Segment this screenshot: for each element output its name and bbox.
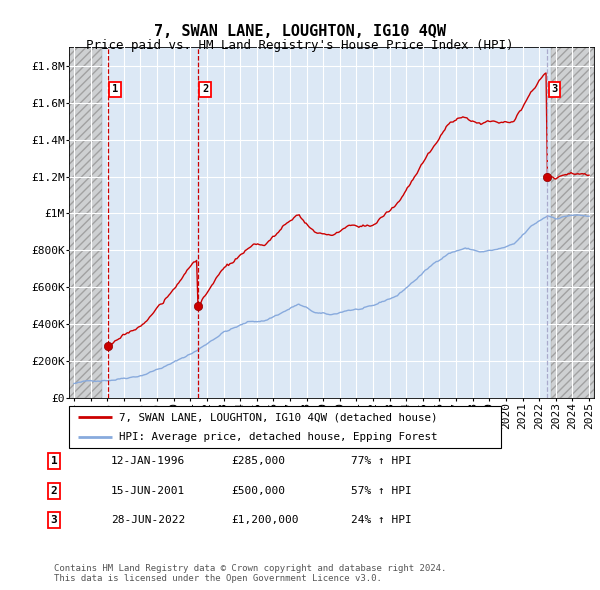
- Text: £1,200,000: £1,200,000: [231, 516, 299, 525]
- Text: 28-JUN-2022: 28-JUN-2022: [111, 516, 185, 525]
- Text: 3: 3: [50, 516, 58, 525]
- Text: 3: 3: [551, 84, 558, 94]
- Text: 77% ↑ HPI: 77% ↑ HPI: [351, 457, 412, 466]
- Text: 1: 1: [112, 84, 118, 94]
- Text: 2: 2: [202, 84, 208, 94]
- Text: Contains HM Land Registry data © Crown copyright and database right 2024.
This d: Contains HM Land Registry data © Crown c…: [54, 563, 446, 583]
- Text: 7, SWAN LANE, LOUGHTON, IG10 4QW (detached house): 7, SWAN LANE, LOUGHTON, IG10 4QW (detach…: [119, 412, 437, 422]
- Bar: [69, 47, 102, 398]
- Text: 15-JUN-2001: 15-JUN-2001: [111, 486, 185, 496]
- Text: £285,000: £285,000: [231, 457, 285, 466]
- Text: HPI: Average price, detached house, Epping Forest: HPI: Average price, detached house, Eppi…: [119, 432, 437, 442]
- Text: 1: 1: [50, 457, 58, 466]
- Text: 7, SWAN LANE, LOUGHTON, IG10 4QW: 7, SWAN LANE, LOUGHTON, IG10 4QW: [154, 24, 446, 38]
- Text: Price paid vs. HM Land Registry's House Price Index (HPI): Price paid vs. HM Land Registry's House …: [86, 39, 514, 52]
- Text: 12-JAN-1996: 12-JAN-1996: [111, 457, 185, 466]
- Text: £500,000: £500,000: [231, 486, 285, 496]
- Text: 24% ↑ HPI: 24% ↑ HPI: [351, 516, 412, 525]
- Text: 57% ↑ HPI: 57% ↑ HPI: [351, 486, 412, 496]
- Bar: [551, 47, 594, 398]
- Text: 2: 2: [50, 486, 58, 496]
